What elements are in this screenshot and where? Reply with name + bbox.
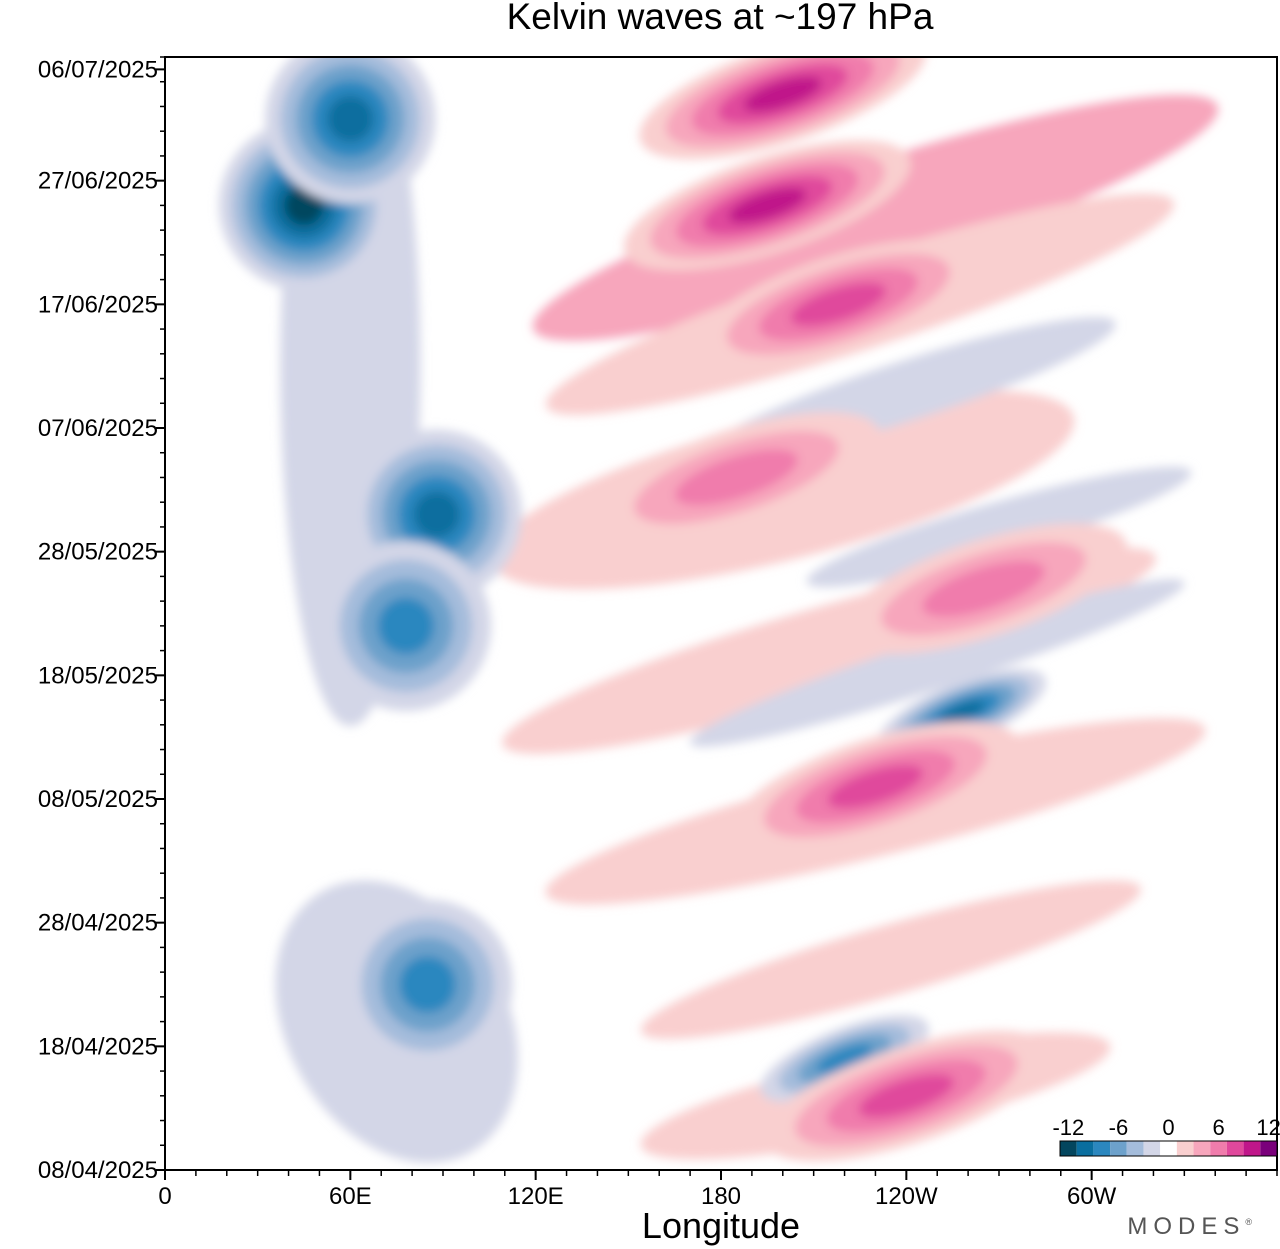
colorbar-swatch xyxy=(1060,1141,1077,1156)
anomaly-feature-level xyxy=(674,449,798,506)
colorbar-swatch xyxy=(1210,1141,1227,1156)
colorbar-frame xyxy=(1059,1140,1278,1157)
x-tick-label: 60W xyxy=(1067,1183,1117,1210)
colorbar-label: 12 xyxy=(1256,1115,1280,1140)
colorbar-swatch xyxy=(1176,1141,1194,1156)
anomaly-feature-level xyxy=(284,185,324,226)
colorbar-swatch xyxy=(1260,1141,1277,1156)
colorbar-swatch xyxy=(1160,1141,1177,1156)
colorbar-swatch xyxy=(1243,1141,1261,1156)
colorbar-swatch xyxy=(1076,1141,1094,1156)
y-tick-label: 28/05/2025 xyxy=(38,539,158,566)
anomaly-band xyxy=(806,466,1192,588)
x-tick-label: 180 xyxy=(701,1183,741,1210)
anomaly-field xyxy=(219,57,1219,1163)
colorbar-label: 6 xyxy=(1212,1115,1224,1140)
anomaly-feature-level xyxy=(922,560,1046,617)
anomaly-feature-level xyxy=(743,76,822,112)
anomaly-feature-level xyxy=(816,1044,873,1074)
anomaly-feature-level xyxy=(728,187,807,224)
anomaly-feature-level xyxy=(938,700,985,725)
anomaly-feature-level xyxy=(827,764,924,809)
colorbar-swatch xyxy=(1226,1141,1244,1156)
y-tick-label: 27/06/2025 xyxy=(38,168,158,195)
colorbar-swatch xyxy=(1193,1141,1211,1156)
x-axis-label: Longitude xyxy=(642,1205,800,1246)
colorbar-swatch xyxy=(1110,1141,1127,1156)
colorbar-legend: -12 -6 0 6 12 xyxy=(1052,1115,1280,1157)
y-axis: 08/04/2025 18/04/2025 28/04/2025 08/05/2025… xyxy=(38,56,165,1184)
colorbar-swatch xyxy=(1093,1141,1111,1156)
y-tick-label: 08/04/2025 xyxy=(38,1157,158,1184)
x-tick-label: 120W xyxy=(875,1183,938,1210)
y-tick-label: 18/05/2025 xyxy=(38,662,158,689)
colorbar-label: -12 xyxy=(1052,1115,1084,1140)
colorbar-swatch xyxy=(1126,1141,1144,1156)
y-tick-label: 08/05/2025 xyxy=(38,786,158,813)
x-tick-label: 60E xyxy=(329,1183,372,1210)
anomaly-band xyxy=(689,579,1185,747)
x-tick-label: 120E xyxy=(508,1183,564,1210)
anomaly-band xyxy=(532,94,1219,341)
anomaly-feature-level xyxy=(327,95,374,143)
anomaly-contours xyxy=(219,57,1219,1163)
y-tick-label: 28/04/2025 xyxy=(38,910,158,937)
colorbar-label: 0 xyxy=(1162,1115,1174,1140)
modes-logo: MODES® xyxy=(1127,1213,1252,1241)
y-tick-label: 06/07/2025 xyxy=(38,56,158,83)
chart-title: Kelvin waves at ~197 hPa xyxy=(506,0,934,37)
colorbar-label: -6 xyxy=(1109,1115,1129,1140)
y-tick-label: 17/06/2025 xyxy=(38,291,158,318)
x-tick-label: 0 xyxy=(158,1183,171,1210)
anomaly-feature-level xyxy=(377,597,435,655)
x-axis: 0 60E 120E 180 120W 60W xyxy=(158,1170,1278,1210)
anomaly-feature-level xyxy=(858,1074,955,1118)
anomaly-feature-level xyxy=(399,956,456,1013)
anomaly-feature-level xyxy=(413,491,461,538)
brand-name: MODES xyxy=(1127,1213,1246,1240)
anomaly-band xyxy=(640,880,1142,1039)
colorbar-swatch xyxy=(1143,1141,1161,1156)
y-tick-label: 18/04/2025 xyxy=(38,1033,158,1060)
brand-mark: ® xyxy=(1245,1217,1252,1227)
y-tick-label: 07/06/2025 xyxy=(38,415,158,442)
anomaly-feature-level xyxy=(790,282,887,327)
